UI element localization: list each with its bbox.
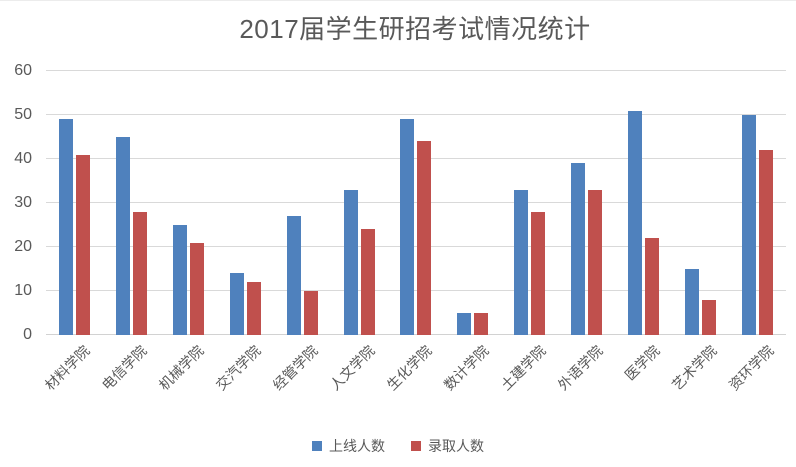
bar-上线人数-数计学院 [457, 313, 472, 335]
legend-label: 录取人数 [428, 438, 484, 454]
bar-录取人数-电信学院 [132, 211, 147, 335]
bar-录取人数-医学院 [645, 238, 660, 335]
gridline [46, 202, 786, 203]
bar-group [160, 71, 217, 335]
bar-上线人数-人文学院 [343, 189, 358, 335]
bar-上线人数-医学院 [628, 110, 643, 335]
bar-录取人数-交汽学院 [246, 282, 261, 335]
bar-录取人数-外语学院 [588, 189, 603, 335]
bar-录取人数-土建学院 [531, 211, 546, 335]
x-axis: 材料学院 电信学院 机械学院 交汽学院 经管学院 人文学院 生化学院 数计学院 土建学院 外语学院… [42, 342, 786, 423]
x-axis-label: 外语学院 [554, 342, 606, 394]
legend-swatch-icon [411, 441, 421, 451]
y-axis-tick-label: 40 [14, 150, 32, 167]
x-axis-label: 机械学院 [156, 342, 207, 394]
bar-group [672, 71, 729, 335]
bar-上线人数-艺术学院 [685, 269, 700, 335]
x-axis-label: 资环学院 [725, 342, 777, 394]
y-axis-tick-label: 20 [14, 238, 32, 255]
y-axis-tick-label: 0 [23, 326, 32, 343]
bar-groups [46, 71, 786, 335]
bar-上线人数-生化学院 [400, 119, 415, 335]
x-axis-label: 土建学院 [497, 342, 549, 394]
bar-group [615, 71, 672, 335]
x-axis-line [46, 334, 786, 335]
bar-group [217, 71, 274, 335]
bar-上线人数-经管学院 [286, 216, 301, 335]
bar-group [444, 71, 501, 335]
x-axis-label: 电信学院 [99, 342, 150, 394]
plot-area [46, 70, 786, 335]
bar-上线人数-机械学院 [172, 225, 187, 335]
y-axis-tick-label: 50 [14, 106, 32, 123]
bar-group [103, 71, 160, 335]
x-axis-label: 交汽学院 [212, 342, 264, 394]
legend-swatch-icon [312, 441, 322, 451]
bar-group [274, 71, 331, 335]
gridline [46, 290, 786, 291]
legend-label: 上线人数 [329, 438, 385, 454]
chart-title: 2017届学生研招考试情况统计 [239, 14, 591, 44]
gridline [46, 70, 786, 71]
y-axis-tick-label: 60 [14, 62, 32, 79]
bar-录取人数-生化学院 [417, 141, 432, 335]
bar-录取人数-数计学院 [474, 313, 489, 335]
x-axis-label: 医学院 [621, 342, 663, 384]
x-axis-label: 生化学院 [383, 342, 435, 394]
bar-上线人数-交汽学院 [229, 273, 244, 335]
bar-录取人数-人文学院 [360, 229, 375, 335]
y-axis-tick-label: 30 [14, 194, 32, 211]
bar-上线人数-土建学院 [514, 189, 529, 335]
bar-录取人数-机械学院 [189, 242, 204, 335]
bar-group [46, 71, 103, 335]
x-axis-label: 材料学院 [42, 342, 94, 394]
gridline [46, 246, 786, 247]
x-axis-label: 艺术学院 [668, 342, 720, 394]
bar-上线人数-电信学院 [115, 137, 130, 335]
bar-录取人数-材料学院 [75, 154, 90, 335]
bar-上线人数-资环学院 [742, 115, 757, 335]
bar-group [331, 71, 388, 335]
bar-group [558, 71, 615, 335]
legend-item: 上线人数 [312, 436, 385, 456]
bar-录取人数-经管学院 [303, 291, 318, 335]
bar-上线人数-外语学院 [571, 163, 586, 335]
legend: 上线人数 录取人数 [0, 436, 796, 456]
bar-group [501, 71, 558, 335]
x-axis-label: 人文学院 [326, 342, 378, 394]
gridline [46, 158, 786, 159]
bar-录取人数-艺术学院 [702, 299, 717, 335]
y-axis: 0 10 20 30 40 50 60 [0, 63, 34, 343]
bar-group [729, 71, 786, 335]
bar-录取人数-资环学院 [759, 150, 774, 335]
legend-item: 录取人数 [411, 436, 484, 456]
x-axis-label: 数计学院 [440, 342, 492, 394]
gridline [46, 114, 786, 115]
x-axis-label: 经管学院 [269, 342, 321, 394]
bar-上线人数-材料学院 [58, 119, 73, 335]
top-border-line [0, 0, 796, 1]
y-axis-tick-label: 10 [14, 282, 32, 299]
bar-group [388, 71, 445, 335]
